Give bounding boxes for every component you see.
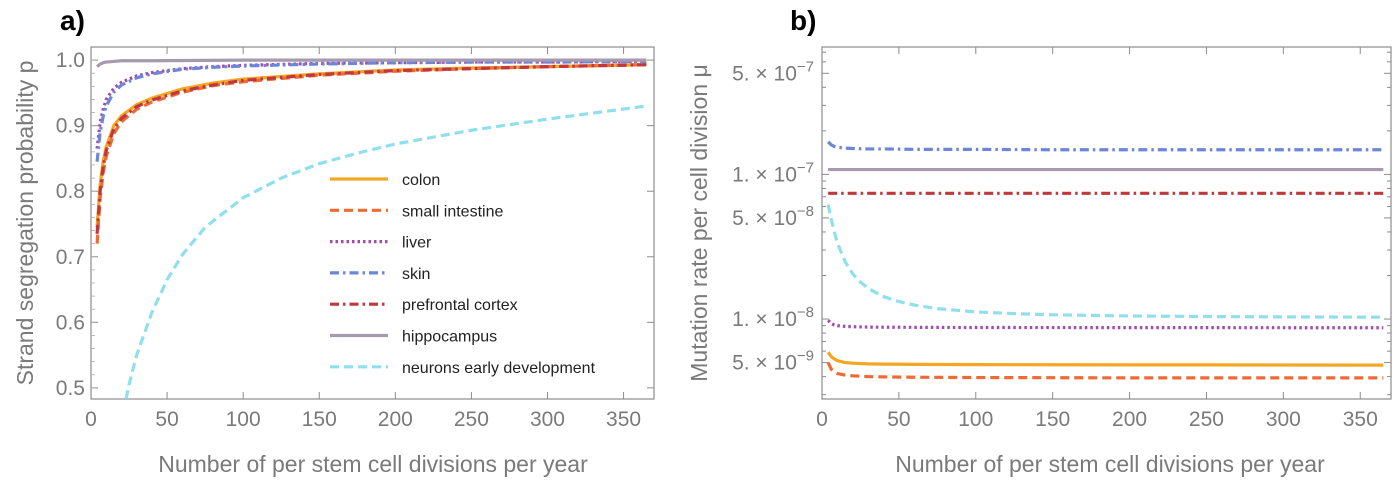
panel-a-series-neurons-early-development xyxy=(124,104,647,399)
panel-a-x-tick-label: 50 xyxy=(155,408,178,431)
panel-a-series-liver xyxy=(95,59,647,149)
panel-b-ticks xyxy=(821,47,1391,399)
panel-a-x-tick-label: 100 xyxy=(226,408,261,431)
panel-b-letter: b) xyxy=(790,5,816,36)
legend-label: hippocampus xyxy=(402,329,497,346)
panel-b-tick-labels: 0 50 100 150 200 250 300 350 5. × 10−7 1. × 10−7 5… xyxy=(732,58,1378,431)
panel-b-series-colon xyxy=(826,351,1384,367)
panel-a-x-tick-label: 250 xyxy=(454,408,489,431)
panel-b-x-tick-label: 150 xyxy=(1035,408,1070,431)
panel-b-series-neurons-early-development xyxy=(826,204,1384,319)
panel-b-y-tick-label: 1. × 10−8 xyxy=(732,304,814,331)
panel-a-y-tick-label: 0.7 xyxy=(56,246,85,269)
panel-b-y-tick-label: 5. × 10−8 xyxy=(732,203,814,230)
panel-b-series-skin xyxy=(827,140,1384,152)
legend-label: colon xyxy=(402,172,440,189)
panel-b-x-axis-label: Number of per stem cell divisions per ye… xyxy=(895,451,1325,477)
panel-b-y-axis-label: Mutation rate per cell division μ xyxy=(686,64,712,382)
panel-b-series-small-intestine xyxy=(826,361,1384,380)
panel-a-series-prefrontal-cortex xyxy=(95,63,647,234)
panel-a-y-tick-label: 0.5 xyxy=(56,377,85,400)
panel-b-series-liver xyxy=(826,319,1384,330)
panel-b-y-tick-label: 1. × 10−7 xyxy=(732,159,814,186)
panel-a-y-tick-label: 1.0 xyxy=(56,49,85,72)
panel-a-tick-labels: 0 50 100 150 200 250 300 350 0.5 0.6 0.7 0.8 0.9 1.0 xyxy=(56,49,641,431)
panel-b-series xyxy=(826,140,1384,380)
legend-label: neurons early development xyxy=(402,360,596,377)
panel-a-series-skin xyxy=(95,59,647,162)
panel-a-y-tick-label: 0.6 xyxy=(56,311,85,334)
panel-b-x-tick-label: 100 xyxy=(958,408,993,431)
panel-b: b) 0 50 100 150 200 250 300 350 5. × 10−7 1. × 10… xyxy=(686,5,1392,477)
panel-b-x-tick-label: 0 xyxy=(816,408,828,431)
legend-label: skin xyxy=(402,266,430,283)
panel-a-x-tick-label: 350 xyxy=(606,408,641,431)
panel-a: a) 0 50 100 150 200 250 300 350 0.5 0.6 0.7 0.8 0.9 1… xyxy=(12,5,655,477)
panel-a-legend: colon small intestine liver skin prefrontal … xyxy=(330,172,596,377)
legend-label: prefrontal cortex xyxy=(402,297,518,314)
panel-b-x-tick-label: 200 xyxy=(1112,408,1147,431)
panel-b-x-tick-label: 50 xyxy=(887,408,910,431)
legend-label: liver xyxy=(402,235,432,252)
panel-b-x-tick-label: 250 xyxy=(1189,408,1224,431)
panel-a-y-tick-label: 0.9 xyxy=(56,115,85,138)
panel-a-x-axis-label: Number of per stem cell divisions per ye… xyxy=(158,451,588,477)
panel-a-y-tick-label: 0.8 xyxy=(56,180,85,203)
panel-a-x-tick-label: 200 xyxy=(378,408,413,431)
panel-a-series-hippocampus xyxy=(96,58,647,68)
panel-b-plot-frame xyxy=(821,46,1392,400)
panel-a-x-tick-label: 300 xyxy=(530,408,565,431)
panel-a-plot-frame xyxy=(90,46,655,400)
panel-a-x-tick-label: 150 xyxy=(302,408,337,431)
panel-a-series-colon xyxy=(95,63,647,228)
panel-a-ticks xyxy=(90,47,654,399)
legend-label: small intestine xyxy=(402,203,503,220)
panel-a-series xyxy=(95,58,647,399)
panel-a-letter: a) xyxy=(60,5,85,36)
panel-a-y-axis-label: Strand segregation probability p xyxy=(12,61,38,386)
panel-b-y-tick-label: 5. × 10−7 xyxy=(732,58,814,85)
panel-b-x-tick-label: 350 xyxy=(1343,408,1378,431)
panel-b-y-tick-label: 5. × 10−9 xyxy=(732,348,814,375)
panel-b-x-tick-label: 300 xyxy=(1266,408,1301,431)
panel-a-x-tick-label: 0 xyxy=(85,408,97,431)
